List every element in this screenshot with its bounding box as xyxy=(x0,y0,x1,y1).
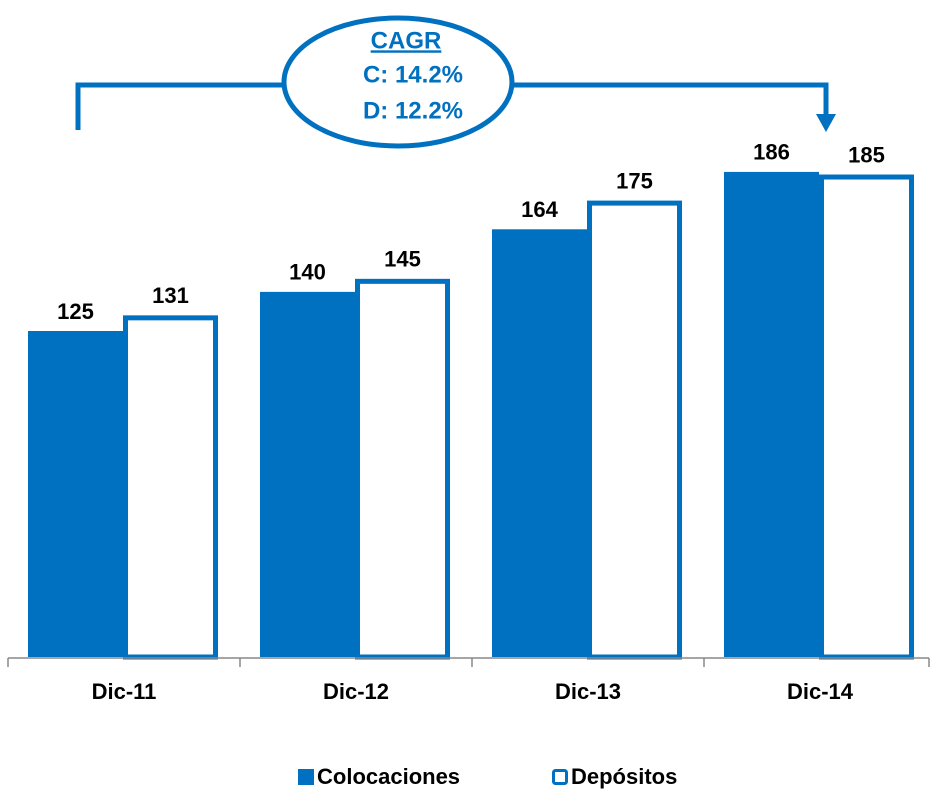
x-tick-label: Dic-13 xyxy=(555,679,621,704)
bar xyxy=(587,200,682,660)
x-tick-label: Dic-12 xyxy=(323,679,389,704)
x-tick-label: Dic-14 xyxy=(787,679,854,704)
value-label: 145 xyxy=(384,247,421,272)
legend-label: Depósitos xyxy=(571,764,677,789)
legend-label: Colocaciones xyxy=(317,764,460,789)
bar xyxy=(123,315,218,660)
value-label: 125 xyxy=(57,299,94,324)
cagr-ellipse xyxy=(281,15,515,149)
bar xyxy=(724,171,819,658)
cagr-line: C: 14.2% xyxy=(363,61,463,88)
bar xyxy=(260,291,355,657)
value-label: 131 xyxy=(152,283,189,308)
value-label: 164 xyxy=(521,197,558,222)
value-label: 185 xyxy=(848,142,885,167)
legend-swatch xyxy=(298,769,314,785)
cagr-line: D: 12.2% xyxy=(363,97,463,124)
cagr-bracket xyxy=(75,82,829,130)
value-label: 140 xyxy=(289,260,326,285)
bar xyxy=(819,174,914,660)
cagr-title: CAGR xyxy=(371,27,442,54)
bar xyxy=(28,331,123,657)
value-label: 186 xyxy=(753,140,790,165)
bar xyxy=(492,229,587,657)
cagr-arrow xyxy=(816,114,836,132)
x-tick-label: Dic-11 xyxy=(92,679,157,704)
value-label: 175 xyxy=(616,168,653,193)
legend-swatch xyxy=(552,769,568,785)
bar xyxy=(355,278,450,660)
